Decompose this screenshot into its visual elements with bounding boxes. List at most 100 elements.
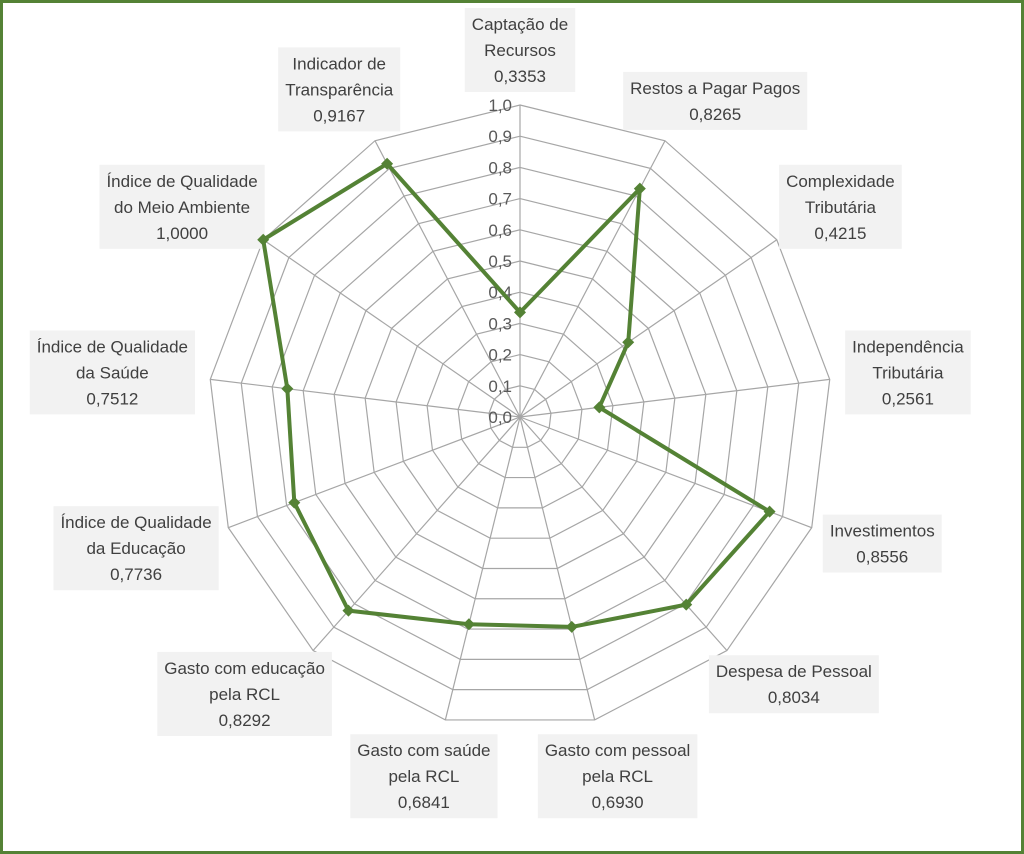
category-name: pela RCL (388, 767, 459, 786)
category-name: pela RCL (582, 767, 653, 786)
category-value: 0,8292 (219, 711, 271, 730)
spoke-1 (519, 140, 666, 418)
spoke-3 (519, 378, 830, 418)
category-name: Índice de Qualidade (60, 513, 211, 532)
tick-label: 0,8 (488, 158, 512, 177)
data-point-7 (462, 618, 475, 631)
grid-ring-1 (488, 385, 552, 448)
category-label-9: Índice de Qualidade da Educação 0,7736 (53, 506, 219, 591)
tick-labels: 0,00,10,20,30,40,50,60,70,80,91,0 (488, 96, 512, 427)
category-label-8: Gasto com educação pela RCL 0,8292 (157, 651, 332, 736)
grid-ring-8 (271, 166, 769, 660)
category-name: da Saúde (76, 363, 149, 382)
data-point-2 (622, 336, 635, 349)
spoke-2 (519, 239, 778, 418)
grid-ring-2 (457, 353, 583, 479)
tick-label: 0,7 (488, 190, 512, 209)
category-name: Índice de Qualidade (37, 337, 188, 356)
category-name: Gasto com pessoal (545, 741, 691, 760)
category-label-12: Indicador de Transparência 0,9167 (278, 47, 401, 132)
category-name: Tributária (872, 363, 944, 382)
category-label-3: Independência Tributária 0,2561 (845, 330, 971, 415)
tick-label: 0,9 (488, 127, 512, 146)
category-label-7: Gasto com saúde pela RCL 0,6841 (350, 734, 498, 819)
label-background (278, 47, 401, 132)
spoke-10 (210, 378, 521, 418)
tick-label: 0,3 (488, 314, 512, 333)
label-background (53, 506, 219, 591)
label-background (708, 655, 879, 714)
category-value: 0,7736 (110, 565, 162, 584)
spoke-5 (519, 416, 728, 651)
category-name: Complexidade (786, 172, 895, 191)
category-name: Despesa de Pessoal (716, 662, 872, 681)
data-point-10 (281, 382, 294, 395)
spoke-6 (519, 416, 596, 721)
category-name: Tributária (805, 198, 877, 217)
category-value: 0,7512 (86, 389, 138, 408)
grid-layer (209, 104, 831, 721)
category-name: Gasto com saúde (357, 741, 490, 760)
data-point-0 (514, 306, 526, 319)
data-point-1 (633, 182, 646, 195)
category-name: da Educação (86, 539, 185, 558)
data-point-6 (565, 620, 578, 633)
grid-ring-6 (333, 229, 707, 600)
grid-ring-9 (240, 135, 800, 691)
category-value: 0,2561 (882, 389, 934, 408)
label-background (822, 514, 942, 573)
category-label-0: Captação de Recursos 0,3353 (464, 8, 576, 92)
category-value: 0,6841 (398, 793, 450, 812)
category-value: 0,4215 (814, 224, 866, 243)
data-point-12 (381, 157, 394, 170)
category-name: Restos a Pagar Pagos (630, 79, 800, 98)
tick-label: 0,2 (488, 346, 512, 365)
tick-label: 0,6 (488, 221, 512, 240)
category-name: Transparência (285, 80, 394, 99)
category-value: 1,0000 (156, 224, 208, 243)
label-background (623, 71, 808, 130)
category-labels: Captação de Recursos 0,3353 Restos a Pagar … (29, 8, 971, 819)
category-value: 0,3353 (494, 67, 546, 86)
category-label-6: Gasto com pessoal pela RCL 0,6930 (537, 734, 698, 819)
category-label-4: Investimentos 0,8556 (822, 514, 942, 573)
category-name: Índice de Qualidade (106, 172, 257, 191)
category-label-2: Complexidade Tributária 0,4215 (779, 164, 902, 249)
grid-ring-3 (426, 322, 614, 509)
tick-label: 0,1 (488, 377, 512, 396)
data-point-5 (680, 598, 693, 611)
data-point-3 (593, 401, 606, 414)
grid-ring-4 (395, 291, 645, 539)
category-name: Gasto com educação (164, 659, 325, 678)
spoke-12 (374, 140, 521, 418)
category-name: Independência (852, 337, 964, 356)
category-label-10: Índice de Qualidade da Saúde 0,7512 (29, 330, 195, 415)
data-point-11 (257, 233, 270, 246)
category-name: Captação de (472, 15, 568, 34)
series-layer (257, 157, 776, 633)
category-value: 0,8034 (768, 688, 820, 707)
spoke-11 (262, 239, 521, 418)
data-point-4 (763, 505, 776, 518)
category-label-5: Despesa de Pessoal 0,8034 (708, 655, 879, 714)
category-name: Recursos (484, 41, 556, 60)
label-background (537, 734, 698, 819)
tick-label: 0,0 (488, 408, 512, 427)
grid-ring-10 (209, 104, 831, 721)
data-point-9 (288, 496, 301, 509)
category-label-1: Restos a Pagar Pagos 0,8265 (623, 71, 808, 130)
label-background (29, 330, 195, 415)
category-value: 0,9167 (313, 106, 365, 125)
category-name: Investimentos (830, 522, 935, 541)
category-value: 0,8556 (856, 548, 908, 567)
label-background (157, 651, 332, 736)
category-value: 0,6930 (592, 793, 644, 812)
category-label-11: Índice de Qualidade do Meio Ambiente 1,000… (99, 164, 265, 249)
label-background (845, 330, 971, 415)
label-background (350, 734, 498, 819)
label-background (99, 164, 265, 249)
category-name: do Meio Ambiente (114, 198, 250, 217)
label-background (779, 164, 902, 249)
spoke-8 (312, 416, 521, 651)
